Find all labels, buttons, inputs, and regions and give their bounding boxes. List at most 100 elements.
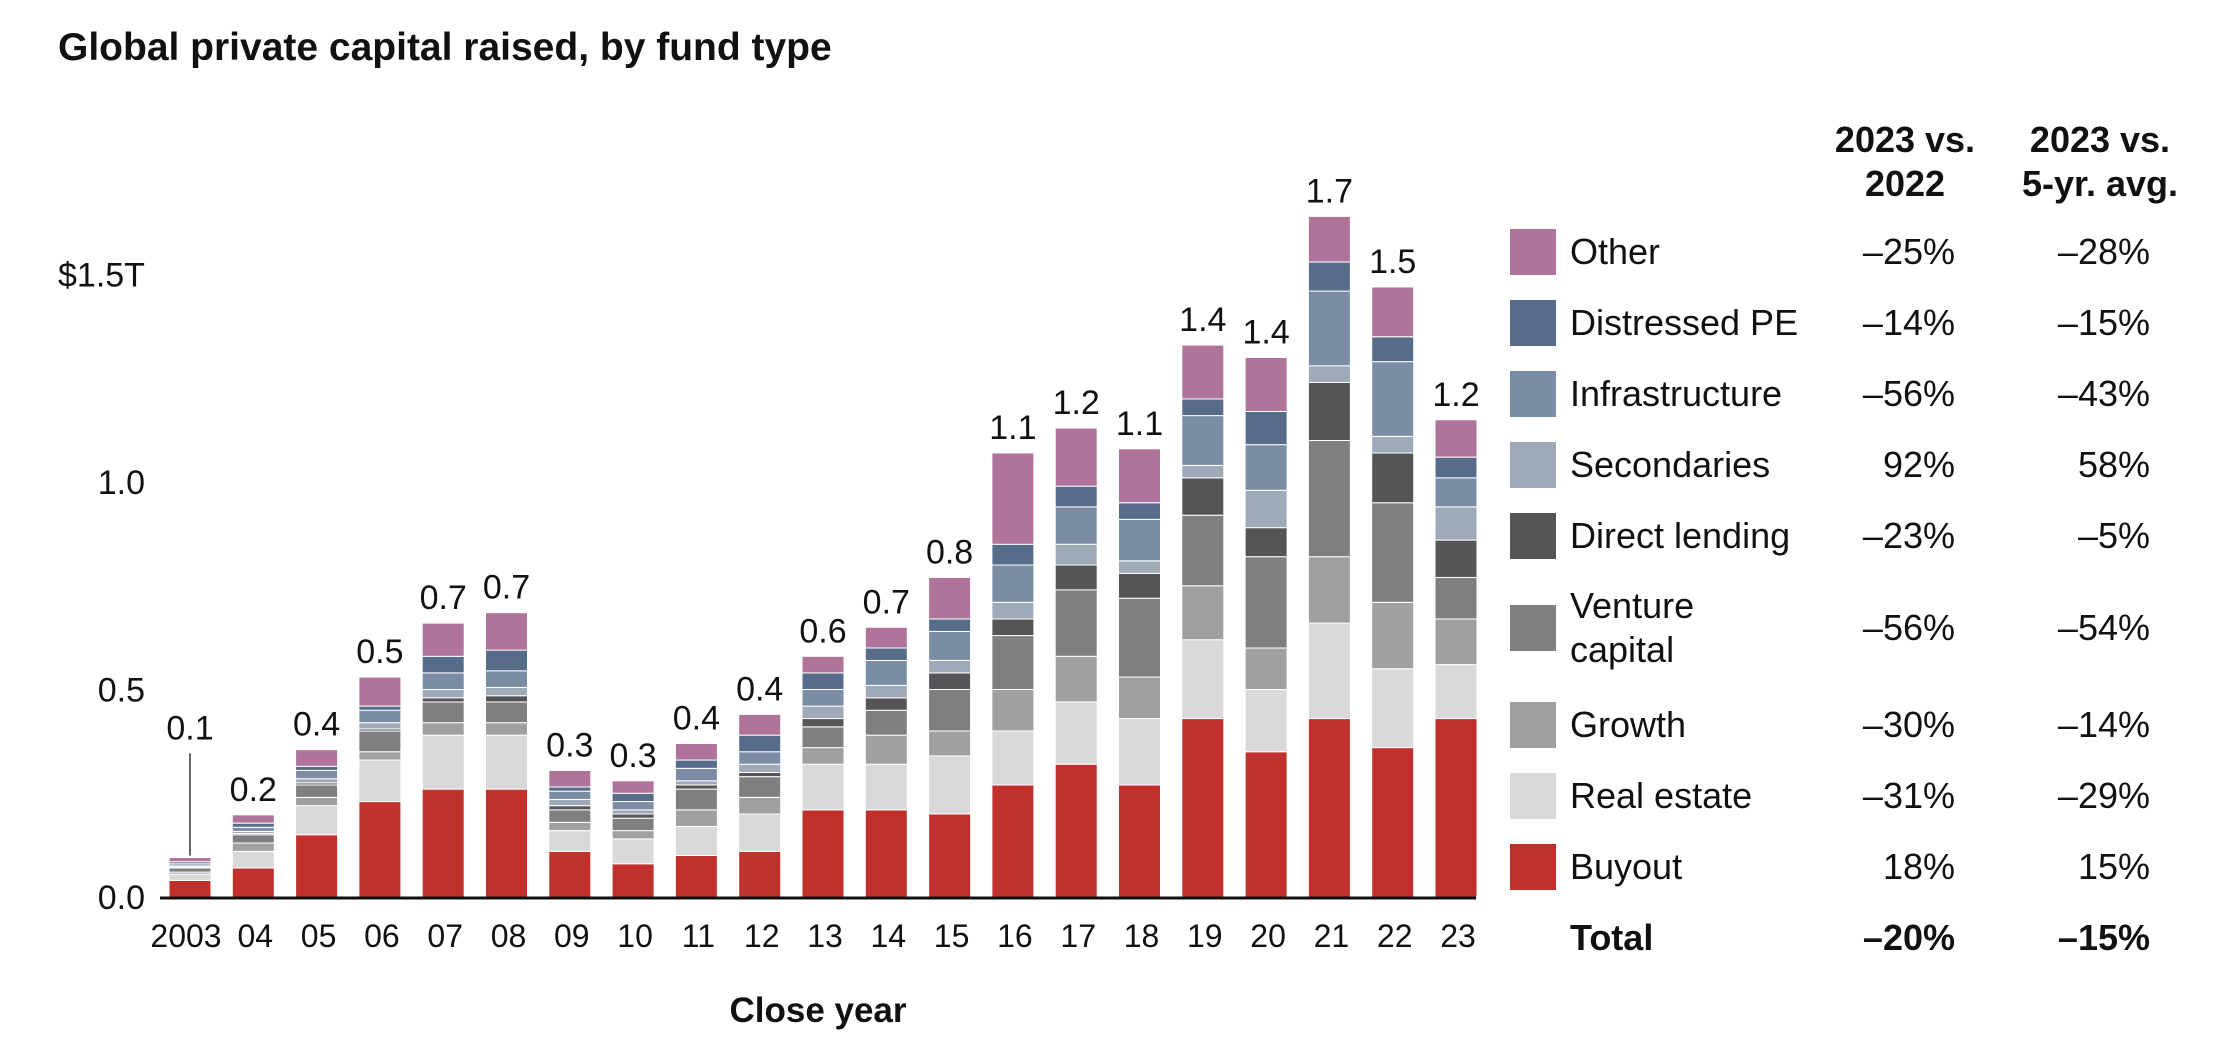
bar-segment-secondaries <box>928 659 972 674</box>
bar-segment-distressed-pe <box>1434 456 1478 479</box>
bar-segment-infrastructure <box>1307 290 1351 367</box>
bar-segment-distressed-pe <box>1118 502 1161 520</box>
bar-total-label: 0.6 <box>799 612 846 650</box>
x-tick-label: 10 <box>617 918 653 954</box>
x-tick-label: 09 <box>554 918 590 954</box>
bar-total-label: 0.7 <box>863 583 910 621</box>
bar-segment-secondaries <box>548 798 592 807</box>
value-vs-2022: –31% <box>1862 775 1955 816</box>
bar-segment-venture-capital <box>1434 576 1478 620</box>
bar-segment-venture-capital <box>1118 597 1161 678</box>
legend-swatch <box>1510 513 1556 559</box>
bar-segment-venture-capital <box>928 689 972 732</box>
bar-segment-venture-capital <box>611 817 655 832</box>
bar-segment-other <box>358 676 402 707</box>
bar-segment-growth <box>801 747 845 765</box>
value-vs-2022: –25% <box>1862 231 1955 272</box>
bar-segment-venture-capital <box>674 788 718 811</box>
bar-total-label: 0.3 <box>546 726 593 764</box>
bar-segment-infrastructure <box>548 790 592 800</box>
x-tick-label: 12 <box>744 918 780 954</box>
bar-segment-growth <box>421 722 465 736</box>
legend-swatch <box>1510 300 1556 346</box>
value-vs-5yr-avg: –14% <box>2057 704 2150 745</box>
x-tick-label: 08 <box>491 918 527 954</box>
bar-segment-secondaries <box>674 780 718 786</box>
bar-segment-distressed-pe <box>611 792 655 803</box>
x-tick-label: 06 <box>364 918 400 954</box>
bar-segment-other <box>738 713 782 736</box>
x-tick-label: 20 <box>1250 918 1286 954</box>
bar-segment-distressed-pe <box>421 655 465 674</box>
bar-segment-infrastructure <box>1054 506 1098 545</box>
bar-segment-real-estate <box>864 763 908 811</box>
total-vs-5yr-avg: –15% <box>2057 917 2150 958</box>
x-tick-label: 2003 <box>150 918 221 954</box>
legend-swatch <box>1510 702 1556 748</box>
x-tick-label: 15 <box>934 918 970 954</box>
bar-segment-secondaries <box>1371 435 1415 454</box>
bar-segment-buyout <box>801 809 845 898</box>
bar-segment-infrastructure <box>1434 477 1478 508</box>
bar-segment-infrastructure <box>991 564 1035 603</box>
bar-segment-real-estate <box>1244 689 1288 753</box>
legend-label: Real estate <box>1570 775 1753 816</box>
bar-segment-growth <box>674 809 718 827</box>
bar-segment-secondaries <box>295 778 339 784</box>
bar-segment-growth <box>295 796 339 807</box>
bar-segment-other <box>674 742 718 761</box>
bar-segment-other <box>1371 286 1415 338</box>
total-label: Total <box>1570 917 1654 958</box>
bar-segment-distressed-pe <box>738 734 782 753</box>
bar-segment-buyout <box>864 809 908 898</box>
bar-segment-real-estate <box>421 734 465 790</box>
bar-segment-venture-capital <box>1371 502 1415 603</box>
bar-segment-distressed-pe <box>674 759 718 769</box>
bar-total-labels: 0.1 0.2 0.4 0.5 0.7 0.7 0.3 0.3 0.4 0.4 0.6 0.7 0.8 1… <box>166 172 1480 856</box>
bar-segment-buyout <box>738 850 782 898</box>
bar-segment-other <box>1181 344 1225 400</box>
bar-total-label: 1.1 <box>1116 405 1163 443</box>
bar-segment-direct-lending <box>928 672 972 691</box>
bar-segment-secondaries <box>738 763 782 774</box>
bar-segment-real-estate <box>168 873 212 881</box>
legend-label: Buyout <box>1570 846 1683 887</box>
bar-segment-buyout <box>1054 763 1098 898</box>
bar-segment-secondaries <box>1307 365 1351 383</box>
bar-segment-other <box>1118 448 1161 504</box>
bar-segment-direct-lending <box>801 718 845 728</box>
x-tick-label: 14 <box>871 918 907 954</box>
bar-segment-other <box>991 452 1035 545</box>
bar-segment-direct-lending <box>421 697 465 703</box>
bar-segment-other <box>231 814 275 824</box>
bar-segment-buyout <box>1307 718 1351 898</box>
bar-segment-distressed-pe <box>928 618 972 632</box>
chart-title: Global private capital raised, by fund t… <box>58 26 832 69</box>
bar-segment-growth <box>1434 618 1478 666</box>
bar-segment-secondaries <box>485 686 528 697</box>
bar-total-label: 0.1 <box>166 709 213 747</box>
value-vs-5yr-avg: 15% <box>2077 846 2150 887</box>
bar-segment-infrastructure <box>421 672 465 691</box>
bar-segment-venture-capital <box>738 776 782 798</box>
legend-swatch <box>1510 442 1556 488</box>
bar-segment-other <box>611 780 655 794</box>
bar-segment-secondaries <box>1054 543 1098 566</box>
value-vs-2022: –23% <box>1862 515 1955 556</box>
bar-segment-real-estate <box>1181 639 1225 720</box>
bar-segment-venture-capital <box>168 867 212 873</box>
bar-total-label: 0.7 <box>420 579 467 617</box>
bar-segment-venture-capital <box>801 726 845 749</box>
bar-segment-other <box>801 655 845 674</box>
bar-segment-infrastructure <box>801 689 845 707</box>
bar-segment-other <box>295 749 339 767</box>
bar-segment-growth <box>1244 647 1288 690</box>
legend-swatch <box>1510 371 1556 417</box>
bar-segment-distressed-pe <box>295 765 339 771</box>
x-tick-label: 07 <box>427 918 463 954</box>
bar-segment-buyout <box>611 863 655 898</box>
bar-segment-other <box>1244 357 1288 412</box>
bar-segment-other <box>168 857 212 863</box>
legend-label: Growth <box>1570 704 1687 745</box>
bar-segment-secondaries <box>1434 506 1478 541</box>
